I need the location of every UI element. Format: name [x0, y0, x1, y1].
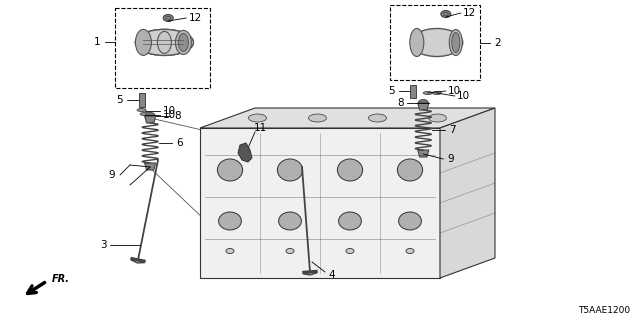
- Text: 8: 8: [397, 98, 404, 108]
- Ellipse shape: [432, 92, 442, 94]
- Bar: [390, 5, 480, 80]
- Ellipse shape: [175, 30, 191, 54]
- Ellipse shape: [137, 108, 146, 111]
- Text: 5: 5: [116, 95, 123, 105]
- Ellipse shape: [410, 28, 424, 57]
- Polygon shape: [238, 143, 252, 162]
- Polygon shape: [200, 128, 440, 278]
- Text: 9: 9: [447, 154, 454, 164]
- Text: 11: 11: [253, 123, 267, 133]
- Ellipse shape: [136, 29, 193, 55]
- Polygon shape: [145, 116, 156, 123]
- Text: 2: 2: [495, 37, 501, 47]
- Text: 5: 5: [388, 86, 395, 96]
- Ellipse shape: [157, 31, 172, 53]
- Ellipse shape: [429, 114, 447, 122]
- Ellipse shape: [419, 100, 428, 107]
- Text: 1: 1: [93, 37, 100, 47]
- Text: 8: 8: [174, 111, 180, 121]
- Ellipse shape: [278, 212, 301, 230]
- Ellipse shape: [346, 249, 354, 253]
- Ellipse shape: [411, 28, 463, 57]
- Ellipse shape: [339, 212, 362, 230]
- Ellipse shape: [369, 114, 387, 122]
- Polygon shape: [418, 150, 429, 157]
- Polygon shape: [145, 163, 156, 170]
- Ellipse shape: [406, 249, 414, 253]
- Ellipse shape: [248, 114, 266, 122]
- Bar: [139, 93, 145, 107]
- Ellipse shape: [219, 212, 241, 230]
- Polygon shape: [440, 108, 495, 278]
- Text: 3: 3: [100, 240, 106, 250]
- Text: 10: 10: [163, 106, 176, 116]
- Polygon shape: [200, 108, 495, 128]
- Ellipse shape: [337, 159, 363, 181]
- Ellipse shape: [163, 14, 173, 21]
- Text: 7: 7: [449, 125, 456, 135]
- Text: T5AAE1200: T5AAE1200: [578, 306, 630, 315]
- Ellipse shape: [308, 114, 326, 122]
- Ellipse shape: [179, 33, 188, 52]
- Ellipse shape: [140, 113, 149, 116]
- Text: 12: 12: [189, 13, 202, 23]
- Bar: [115, 8, 210, 88]
- Text: 10: 10: [448, 86, 461, 96]
- Text: 9: 9: [109, 170, 115, 180]
- Ellipse shape: [226, 249, 234, 253]
- Text: 6: 6: [176, 138, 182, 148]
- Text: 10: 10: [163, 110, 176, 120]
- Ellipse shape: [423, 92, 432, 94]
- Bar: [410, 85, 415, 98]
- Text: 12: 12: [463, 8, 476, 18]
- Ellipse shape: [136, 29, 152, 55]
- Text: 10: 10: [457, 91, 470, 101]
- Ellipse shape: [397, 159, 422, 181]
- Ellipse shape: [452, 33, 460, 52]
- Ellipse shape: [449, 29, 462, 55]
- Ellipse shape: [218, 159, 243, 181]
- Text: 4: 4: [329, 270, 335, 280]
- Text: FR.: FR.: [52, 274, 70, 284]
- Ellipse shape: [441, 11, 451, 18]
- Ellipse shape: [286, 249, 294, 253]
- Ellipse shape: [399, 212, 421, 230]
- Ellipse shape: [145, 113, 155, 119]
- Polygon shape: [418, 103, 429, 110]
- Ellipse shape: [277, 159, 303, 181]
